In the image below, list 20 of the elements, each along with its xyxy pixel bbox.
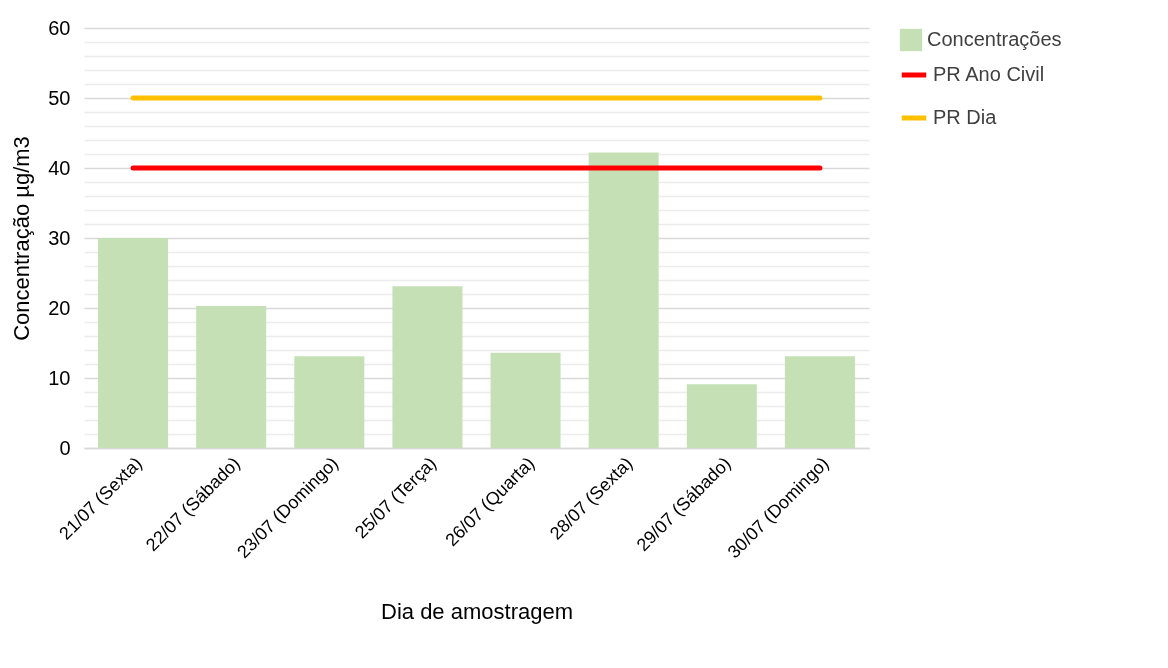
legend-label: PR Ano Civil xyxy=(933,63,1045,85)
y-tick-label: 0 xyxy=(59,436,71,459)
bar xyxy=(196,305,267,448)
bar xyxy=(686,384,757,448)
bar xyxy=(784,356,855,448)
legend-label: Concentrações xyxy=(927,28,1062,50)
y-axis-title: Concentração µg/m3 xyxy=(9,136,35,341)
bar xyxy=(588,152,659,448)
bar xyxy=(98,238,169,448)
y-tick-label: 30 xyxy=(48,226,71,249)
y-tick-label: 40 xyxy=(48,156,71,179)
y-tick-label: 50 xyxy=(48,86,71,109)
bar xyxy=(392,286,463,448)
legend-label: PR Dia xyxy=(933,106,998,128)
y-tick-label: 60 xyxy=(48,16,71,39)
y-tick-label: 10 xyxy=(48,366,71,389)
bar xyxy=(294,356,365,448)
x-axis-title: Dia de amostragem xyxy=(381,599,573,625)
bar xyxy=(490,352,561,448)
y-tick-label: 20 xyxy=(48,296,71,319)
